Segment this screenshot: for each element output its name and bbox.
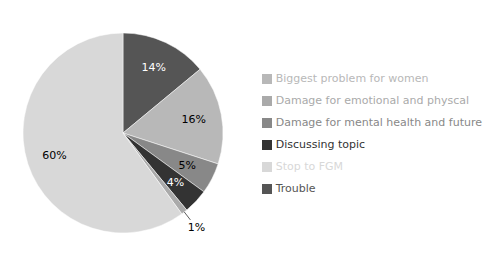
html-text:Damage for emotional and physc: Damage for emotional and physcal [275,93,469,107]
html-text:Discussing topic: Discussing topic [275,137,366,151]
html-text:Stop to FGM: Stop to FGM [275,159,344,173]
html-text:Biggest problem for women: Biggest problem for women [275,71,429,85]
svg-text:5%: 5% [178,159,195,172]
svg-text:14%: 14% [141,61,165,74]
html-text:Damage for mental health and f: Damage for mental health and future [275,115,482,129]
html-text:Trouble: Trouble [275,181,316,195]
svg-text:60%: 60% [42,149,66,162]
svg-text:1%: 1% [188,221,205,234]
svg-text:16%: 16% [181,113,205,126]
svg-text:4%: 4% [167,176,184,189]
